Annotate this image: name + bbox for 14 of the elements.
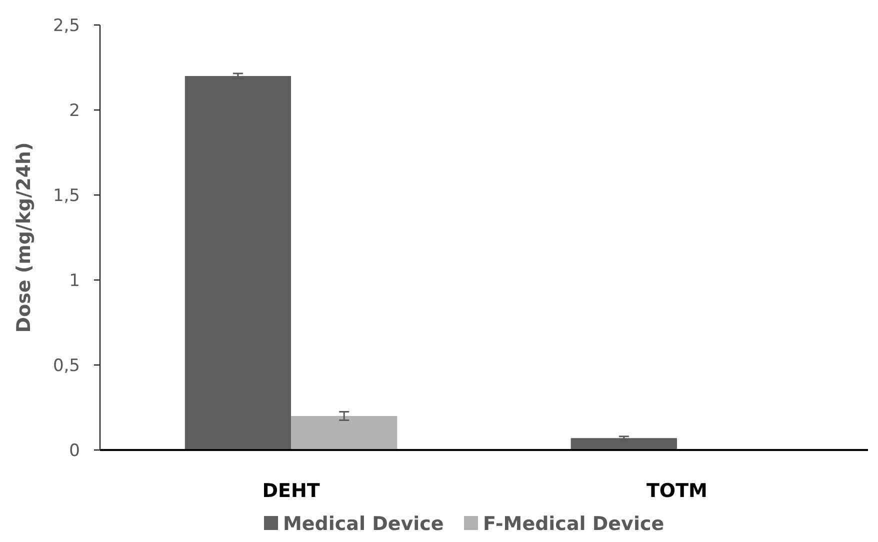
x-tick-label: DEHT bbox=[262, 480, 320, 502]
y-tick-label: 2 bbox=[69, 100, 80, 121]
legend-label: Medical Device bbox=[283, 513, 444, 535]
y-tick-label: 2,5 bbox=[52, 16, 80, 36]
y-axis-title: Dose (mg/kg/24h) bbox=[13, 142, 35, 333]
bar bbox=[570, 438, 677, 450]
bar bbox=[291, 416, 398, 450]
x-tick-label: TOTM bbox=[646, 480, 708, 502]
y-tick-label: 1 bbox=[69, 270, 80, 291]
legend-label: F-Medical Device bbox=[483, 513, 664, 535]
y-tick-label: 0,5 bbox=[52, 356, 80, 376]
bar bbox=[184, 76, 292, 450]
y-tick-label: 1,5 bbox=[52, 186, 80, 206]
y-tick-label: 0 bbox=[69, 440, 80, 461]
